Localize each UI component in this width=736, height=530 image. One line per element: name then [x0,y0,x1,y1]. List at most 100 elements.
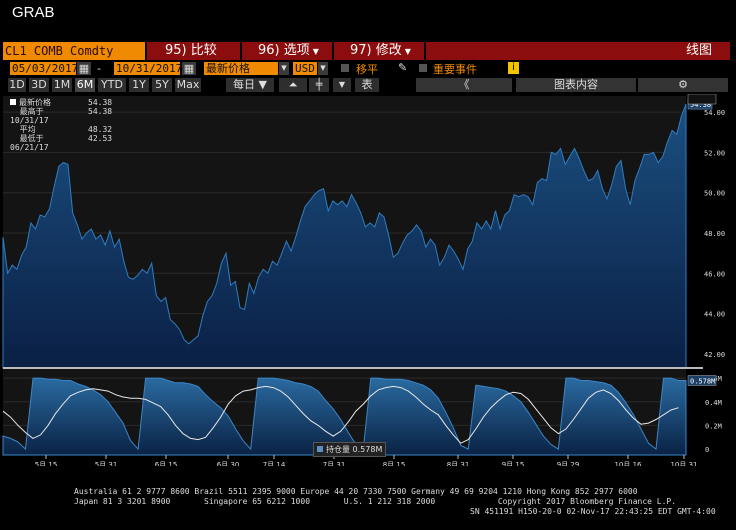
end-date-input[interactable]: 10/31/2017 [114,62,183,75]
range-button-max[interactable]: Max [175,78,201,92]
events-label: 重要事件 [433,63,477,76]
settings-icon[interactable]: ⚙ [638,78,728,92]
modify-menu[interactable]: 97) 修改 ▼ [350,42,411,60]
move-checkbox[interactable] [341,64,349,72]
price-tick-label: 44.00 [704,311,725,319]
range-button-ytd[interactable]: YTD [98,78,126,92]
last-price-label: 54.38 [690,101,711,109]
compare-label: 95) 比较 [165,43,217,58]
options-label: 96) 选项 [258,43,310,58]
x-tick-label: 8月 31 [447,461,470,466]
currency-select[interactable]: USD [293,62,317,75]
price-area-series [2,103,687,369]
x-tick-label: 10月 16 [614,461,642,466]
legend-row: 最高于 10/31/17 54.38 [10,107,112,125]
divider [332,42,334,60]
x-tick-label: 8月 15 [383,461,406,466]
oi-tick-label: 0.4M [705,399,722,407]
line-chart-icon[interactable]: ⏶ [279,78,307,92]
price-tick-label: 52.00 [704,149,725,157]
oi-tick-label: 0.2M [705,422,722,430]
period-select[interactable]: 每日 ▼ [226,78,274,92]
oi-line-series [2,385,679,444]
legend-value: 54.38 [88,98,113,107]
x-tick-label: 5月 31 [95,461,118,466]
legend-row: 平均 48.32 [10,125,112,134]
x-tick-label: 5月 15 [35,461,58,466]
legend-swatch [10,99,16,105]
dropdown-arrow-icon: ▼ [404,47,411,56]
date-separator: - [97,62,101,75]
footer-stamp: SN 451191 H150-20-0 02-Nov-17 22:43:25 E… [470,507,716,516]
back-button[interactable]: 《 [416,78,512,92]
legend-label: 最新价格 [19,98,51,107]
divider [240,42,242,60]
legend-label: 最低于 06/21/17 [10,134,49,152]
legend-value: 48.32 [88,125,113,134]
oi-area-series [2,377,687,456]
range-button-3d[interactable]: 3D [29,78,49,92]
price-tick-label: 42.00 [704,351,725,359]
footer-contacts: Australia 61 2 9777 8600 Brazil 5511 239… [74,487,638,496]
x-tick-label: 10月 31 [670,461,697,466]
oi-value-badge [687,94,717,105]
x-tick-label: 6月 15 [155,461,178,466]
table-button[interactable]: 表 [355,78,379,92]
legend-label: 最高于 10/31/17 [10,107,49,125]
oi-value-label: 0.354M [690,94,715,96]
price-tick-label: 46.00 [704,270,725,278]
window-title: GRAB [12,4,55,21]
x-tick-label: 9月 15 [502,461,525,466]
x-tick-label: 7月 14 [263,461,286,466]
ticker-field[interactable]: CL1 COMB Comdty [3,42,145,60]
dropdown-arrow-icon[interactable]: ▼ [279,62,289,75]
range-button-5y[interactable]: 5Y [152,78,172,92]
move-label: 移平 [356,63,378,76]
range-button-1d[interactable]: 1D [8,78,26,92]
oi-legend-value: 0.578M [352,445,383,454]
footer-copyright: Japan 81 3 3201 8900 Singapore 65 6212 1… [74,497,677,506]
oi-legend: 持仓量 0.578M [313,442,387,457]
oi-legend-label: 持仓量 [326,445,350,454]
modify-label: 97) 修改 [350,43,402,58]
info-icon[interactable]: i [508,62,519,74]
events-checkbox[interactable] [419,64,427,72]
back-icon: 《 [458,78,470,91]
legend-row: 最新价格 54.38 [10,98,112,107]
oi-tick-label: 0 [705,446,709,454]
legend-value: 54.38 [88,107,113,116]
x-tick-label: 7月 31 [323,461,346,466]
pen-icon[interactable]: ✎ [398,61,408,74]
divider [424,42,426,60]
field-select[interactable]: 最新价格 [204,62,278,75]
divider [145,42,147,60]
range-button-1m[interactable]: 1M [52,78,72,92]
oi-value-badge [687,375,717,386]
price-tick-label: 54.00 [704,109,725,117]
command-bar [3,42,730,60]
view-label: 线图 [686,43,713,58]
legend-swatch [317,446,323,452]
dropdown-arrow-icon[interactable]: ▼ [318,62,328,75]
period-label: 每日 [233,78,256,91]
price-tick-label: 50.00 [704,190,725,198]
range-button-1y[interactable]: 1Y [129,78,149,92]
range-button-6m[interactable]: 6M [75,78,95,92]
legend-value: 42.53 [88,134,113,143]
compare-menu[interactable]: 95) 比较 [165,42,217,60]
dropdown-arrow-icon[interactable]: ▼ [333,78,351,92]
x-tick-label: 6月 30 [217,461,240,466]
chart-content-button[interactable]: 图表内容 [516,78,636,92]
calendar-icon[interactable]: ▦ [77,62,91,75]
legend-row: 最低于 06/21/17 42.53 [10,134,112,152]
price-tick-label: 48.00 [704,230,725,238]
start-date-input[interactable]: 05/03/2017 [10,62,79,75]
candlestick-icon[interactable]: ╪ [309,78,329,92]
calendar-icon[interactable]: ▦ [182,62,196,75]
dropdown-arrow-icon: ▼ [312,47,319,56]
chart-svg: 42.0044.0046.0048.0050.0052.0054.0054.38… [2,94,725,466]
options-menu[interactable]: 96) 选项 ▼ [258,42,319,60]
chart-legend: 最新价格 54.38 最高于 10/31/17 54.38 平均 48.32 最低于 … [10,98,112,152]
x-tick-label: 9月 29 [557,461,580,466]
legend-label: 平均 [19,125,36,134]
